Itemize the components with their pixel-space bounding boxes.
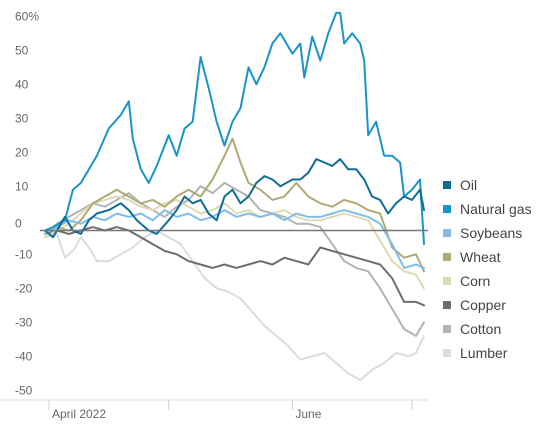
legend-item-copper: Copper [443,297,506,313]
legend-label: Corn [460,273,490,289]
legend-swatch [443,253,451,261]
series-line-oil [44,158,425,239]
y-tick-label: -50 [15,384,33,398]
x-tick-label: April 2022 [52,407,106,421]
legend-label: Natural gas [460,201,532,217]
legend-swatch [443,181,451,189]
legend-swatch [443,205,451,213]
legend-item-corn: Corn [443,273,490,289]
y-tick-label: -40 [15,350,33,364]
y-tick-label: 10 [15,180,29,194]
legend-label: Cotton [460,321,501,337]
y-tick-label: 60% [15,10,39,24]
legend-label: Lumber [460,345,508,361]
y-tick-label: -10 [15,248,33,262]
x-axis: April 2022 June [0,399,428,421]
legend-swatch [443,277,451,285]
legend-swatch [443,229,451,237]
legend-swatch [443,301,451,309]
series-line-cotton [44,181,425,337]
series-line-natural-gas [44,11,425,246]
y-tick-label: 50 [15,44,29,58]
y-tick-label: -30 [15,316,33,330]
legend-item-wheat: Wheat [443,249,501,265]
y-tick-label: 30 [15,112,29,126]
series-line-lumber [44,229,425,382]
legend-swatch [443,325,451,333]
legend-item-natural-gas: Natural gas [443,201,532,217]
y-tick-label: 0 [15,217,22,231]
legend: Oil Natural gas Soybeans Wheat Corn Copper Cot… [443,177,532,361]
series-line-corn [44,195,425,290]
legend-item-cotton: Cotton [443,321,501,337]
legend-label: Soybeans [460,225,522,241]
legend-label: Oil [460,177,477,193]
legend-label: Copper [460,297,506,313]
legend-item-oil: Oil [443,177,477,193]
series-line-soybeans [44,209,425,269]
y-tick-label: -20 [15,282,33,296]
legend-item-lumber: Lumber [443,345,508,361]
x-tick-label: June [295,407,321,421]
series-line-wheat [44,137,425,273]
legend-item-soybeans: Soybeans [443,225,522,241]
series-lines [44,11,425,382]
legend-label: Wheat [460,249,501,265]
legend-swatch [443,349,451,357]
series-line-copper [44,226,425,307]
y-tick-label: 40 [15,78,29,92]
y-axis-tick-labels: 60% 50 40 30 20 10 0 -10 -20 -30 -40 -50 [15,10,39,398]
y-tick-label: 20 [15,146,29,160]
